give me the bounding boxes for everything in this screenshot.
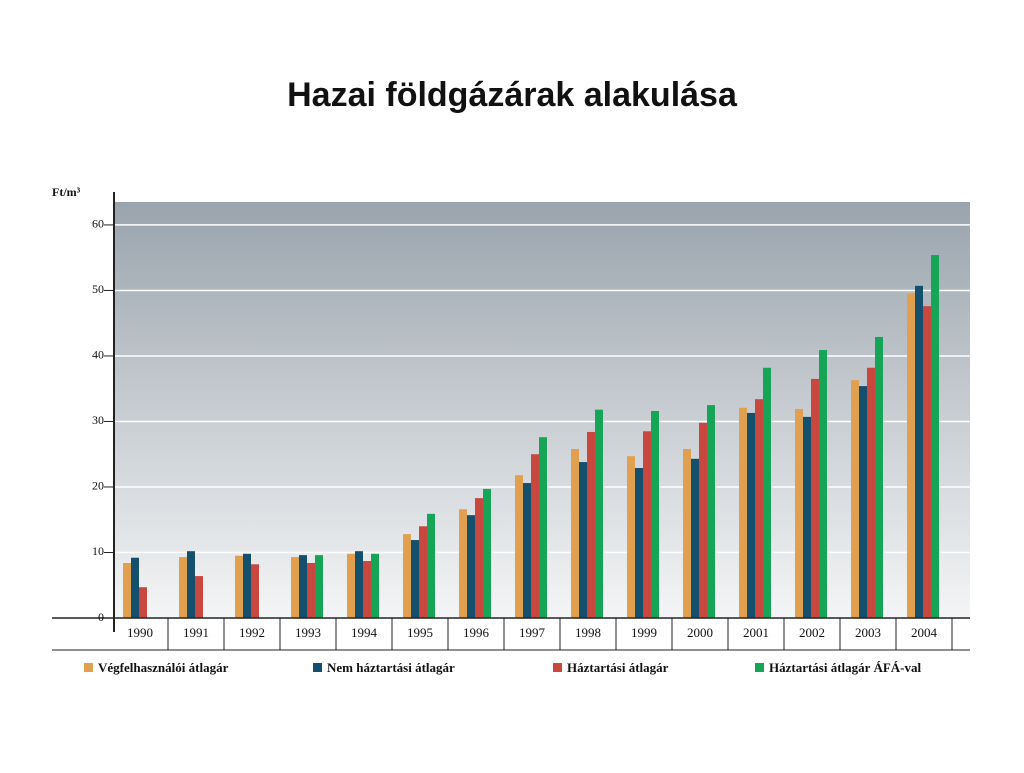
bar [363, 561, 371, 618]
bar [587, 431, 595, 618]
bar [427, 513, 435, 618]
x-tick-label: 2003 [855, 625, 881, 640]
bar [643, 431, 651, 618]
bar [179, 557, 187, 618]
x-tick-label: 1997 [519, 625, 546, 640]
bar [523, 483, 531, 618]
bar [683, 448, 691, 618]
bar [187, 551, 195, 618]
x-tick-label: 2004 [911, 625, 938, 640]
bar [307, 562, 315, 618]
bar [811, 378, 819, 618]
legend-label: Nem háztartási átlagár [327, 660, 455, 675]
bar [635, 467, 643, 618]
legend-label: Háztartási átlagár [567, 660, 669, 675]
bar [739, 407, 747, 618]
x-tick-label: 1994 [351, 625, 378, 640]
bar [419, 526, 427, 618]
bar [299, 555, 307, 618]
x-tick-label: 2001 [743, 625, 769, 640]
y-tick-label: 60 [92, 217, 104, 231]
bar [747, 412, 755, 618]
legend-swatch [84, 663, 93, 672]
x-tick-label: 1995 [407, 625, 433, 640]
x-tick-label: 1992 [239, 625, 265, 640]
x-tick-label: 1996 [463, 625, 490, 640]
bar [803, 416, 811, 618]
bar [459, 509, 467, 618]
legend-label: Végfelhasználói átlagár [98, 660, 229, 675]
bar [931, 255, 939, 618]
bar [915, 285, 923, 618]
bar [235, 555, 243, 618]
bar [651, 410, 659, 618]
y-tick-label: 30 [92, 413, 104, 427]
y-axis-label: Ft/m³ [52, 185, 81, 199]
bar [483, 488, 491, 618]
bar [707, 405, 715, 618]
bar [571, 448, 579, 618]
bar [859, 386, 867, 618]
bar [315, 555, 323, 618]
x-tick-label: 1998 [575, 625, 601, 640]
bar [851, 380, 859, 618]
bar [579, 462, 587, 618]
bar [347, 553, 355, 618]
bar [291, 557, 299, 618]
bar [875, 336, 883, 618]
bar [539, 437, 547, 618]
legend-swatch [313, 663, 322, 672]
x-tick-label: 1990 [127, 625, 153, 640]
bar [251, 564, 259, 618]
bar [691, 458, 699, 618]
bar [123, 562, 131, 618]
y-tick-label: 0 [98, 610, 104, 624]
bar [243, 553, 251, 618]
x-tick-label: 1993 [295, 625, 321, 640]
bar [515, 475, 523, 618]
bar [819, 350, 827, 618]
x-tick-label: 1999 [631, 625, 657, 640]
bar [907, 293, 915, 618]
bar [355, 551, 363, 618]
bar [371, 553, 379, 618]
bar [467, 515, 475, 618]
bar [139, 587, 147, 618]
bar [403, 534, 411, 618]
bar [131, 557, 139, 618]
bar [795, 409, 803, 618]
bar [923, 306, 931, 618]
chart-title: Hazai földgázárak alakulása [287, 76, 738, 114]
bar [627, 456, 635, 618]
bar [411, 540, 419, 618]
bar [699, 422, 707, 618]
x-tick-label: 2002 [799, 625, 825, 640]
y-tick-label: 50 [92, 282, 104, 296]
bar [531, 454, 539, 618]
bar [763, 367, 771, 618]
legend-swatch [755, 663, 764, 672]
bar [475, 498, 483, 618]
bar [867, 367, 875, 618]
bar [595, 409, 603, 618]
legend-swatch [553, 663, 562, 672]
y-tick-label: 10 [92, 544, 104, 558]
x-tick-label: 1991 [183, 625, 209, 640]
legend-label: Háztartási átlagár ÁFÁ-val [769, 660, 922, 675]
y-tick-label: 20 [92, 479, 104, 493]
y-tick-label: 40 [92, 348, 104, 362]
bar [755, 399, 763, 618]
x-tick-label: 2000 [687, 625, 713, 640]
bar [195, 576, 203, 618]
